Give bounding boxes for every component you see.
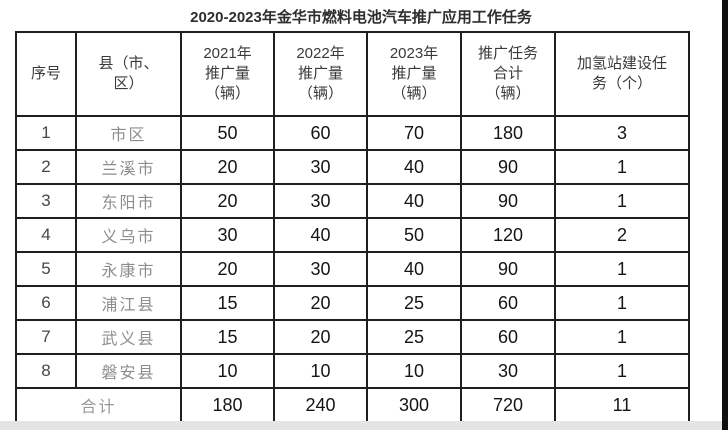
seq-cell: 2 <box>15 149 77 185</box>
bottom-gray-band <box>0 421 722 430</box>
value-total: 60 <box>460 319 556 355</box>
value-total: 180 <box>460 115 556 151</box>
value-2022: 30 <box>273 183 368 219</box>
total-2021: 180 <box>180 387 275 423</box>
col-header-county: 县（市、 区） <box>75 31 182 117</box>
seq-cell: 8 <box>15 353 77 389</box>
value-2023: 25 <box>366 319 462 355</box>
col-header-2021: 2021年 推广量 （辆） <box>180 31 275 117</box>
value-2023: 70 <box>366 115 462 151</box>
value-2022: 60 <box>273 115 368 151</box>
value-stations: 2 <box>554 217 690 253</box>
value-2022: 20 <box>273 319 368 355</box>
value-stations: 1 <box>554 285 690 321</box>
value-2023: 10 <box>366 353 462 389</box>
value-total: 90 <box>460 251 556 287</box>
table-total-row: 合计 180 240 300 720 11 <box>15 387 690 423</box>
county-cell: 磐安县 <box>75 353 182 389</box>
seq-cell: 4 <box>15 217 77 253</box>
seq-cell: 5 <box>15 251 77 287</box>
table-row: 3 东阳市 20 30 40 90 1 <box>15 183 690 219</box>
county-cell: 义乌市 <box>75 217 182 253</box>
value-2023: 50 <box>366 217 462 253</box>
value-2021: 30 <box>180 217 275 253</box>
value-total: 60 <box>460 285 556 321</box>
value-stations: 1 <box>554 183 690 219</box>
value-2022: 40 <box>273 217 368 253</box>
county-cell: 武义县 <box>75 319 182 355</box>
page-title: 2020-2023年金华市燃料电池汽车推广应用工作任务 <box>190 9 532 26</box>
seq-cell: 7 <box>15 319 77 355</box>
table-row: 4 义乌市 30 40 50 120 2 <box>15 217 690 253</box>
table-row: 5 永康市 20 30 40 90 1 <box>15 251 690 287</box>
value-2021: 10 <box>180 353 275 389</box>
value-stations: 1 <box>554 353 690 389</box>
total-stations: 11 <box>554 387 690 423</box>
county-cell: 兰溪市 <box>75 149 182 185</box>
value-total: 30 <box>460 353 556 389</box>
table-header-row: 序号 县（市、 区） 2021年 推广量 （辆） 2022年 推广量 （辆） 2… <box>15 31 690 117</box>
county-cell: 永康市 <box>75 251 182 287</box>
value-stations: 1 <box>554 319 690 355</box>
table-row: 6 浦江县 15 20 25 60 1 <box>15 285 690 321</box>
county-cell: 浦江县 <box>75 285 182 321</box>
total-label-cell: 合计 <box>15 387 182 423</box>
col-header-2023: 2023年 推广量 （辆） <box>366 31 462 117</box>
value-2023: 40 <box>366 149 462 185</box>
value-2022: 30 <box>273 149 368 185</box>
col-header-2022: 2022年 推广量 （辆） <box>273 31 368 117</box>
value-2022: 30 <box>273 251 368 287</box>
value-2023: 25 <box>366 285 462 321</box>
value-2022: 20 <box>273 285 368 321</box>
table-row: 1 市区 50 60 70 180 3 <box>15 115 690 151</box>
table-row: 7 武义县 15 20 25 60 1 <box>15 319 690 355</box>
value-2021: 50 <box>180 115 275 151</box>
value-2023: 40 <box>366 183 462 219</box>
seq-cell: 3 <box>15 183 77 219</box>
col-header-seq: 序号 <box>15 31 77 117</box>
value-stations: 1 <box>554 149 690 185</box>
value-2021: 20 <box>180 251 275 287</box>
table-row: 2 兰溪市 20 30 40 90 1 <box>15 149 690 185</box>
total-overall: 720 <box>460 387 556 423</box>
value-total: 120 <box>460 217 556 253</box>
seq-cell: 6 <box>15 285 77 321</box>
total-2023: 300 <box>366 387 462 423</box>
col-header-stations: 加氢站建设任 务（个） <box>554 31 690 117</box>
value-total: 90 <box>460 149 556 185</box>
promotion-task-table: 序号 县（市、 区） 2021年 推广量 （辆） 2022年 推广量 （辆） 2… <box>15 31 690 423</box>
col-header-total: 推广任务 合计 （辆） <box>460 31 556 117</box>
value-2021: 15 <box>180 319 275 355</box>
county-cell: 东阳市 <box>75 183 182 219</box>
value-stations: 3 <box>554 115 690 151</box>
value-2022: 10 <box>273 353 368 389</box>
seq-cell: 1 <box>15 115 77 151</box>
total-2022: 240 <box>273 387 368 423</box>
value-2023: 40 <box>366 251 462 287</box>
value-total: 90 <box>460 183 556 219</box>
value-2021: 20 <box>180 183 275 219</box>
value-2021: 15 <box>180 285 275 321</box>
right-edge-strip <box>722 0 728 430</box>
value-stations: 1 <box>554 251 690 287</box>
value-2021: 20 <box>180 149 275 185</box>
county-cell: 市区 <box>75 115 182 151</box>
table-row: 8 磐安县 10 10 10 30 1 <box>15 353 690 389</box>
